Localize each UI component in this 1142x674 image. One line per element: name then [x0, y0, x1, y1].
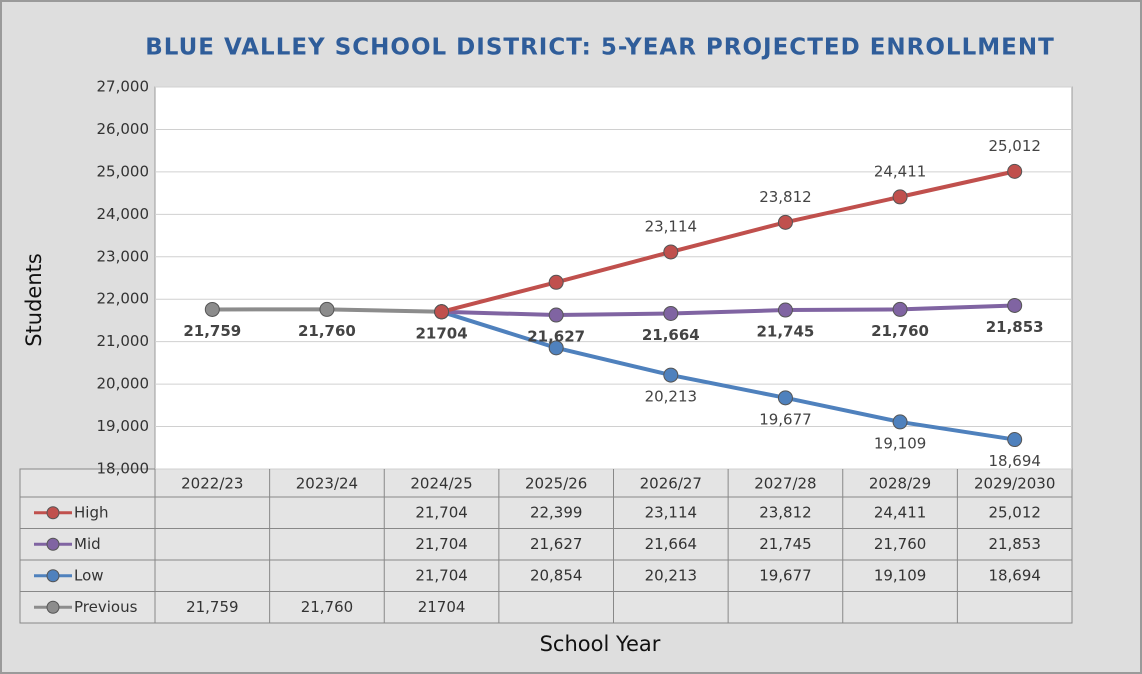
table-cell: 21704: [418, 598, 466, 616]
series-line: [441, 303, 1015, 318]
y-tick-label: 25,000: [97, 162, 150, 180]
data-point: [663, 244, 679, 260]
table-cell: 25,012: [988, 503, 1041, 521]
x-tick-label: 2022/23: [181, 475, 243, 493]
data-point: [892, 414, 908, 430]
x-tick-label: 2024/25: [410, 475, 472, 493]
data-label: 20,213: [645, 388, 698, 406]
data-point: [663, 305, 679, 321]
table-cell: 21,745: [759, 535, 812, 553]
series-line: [441, 169, 1016, 314]
table-cell: 19,109: [874, 566, 927, 584]
table-cell: 21,760: [301, 598, 354, 616]
data-label: 25,012: [988, 137, 1041, 155]
data-label: 23,812: [759, 188, 812, 206]
table-cell: 21,704: [415, 566, 468, 584]
series-line: [440, 309, 1015, 442]
data-label: 21,664: [642, 326, 700, 344]
table-cell: 21,759: [186, 598, 239, 616]
data-label: 18,694: [988, 452, 1041, 470]
y-tick-label: 19,000: [97, 417, 150, 435]
chart-title: BLUE VALLEY SCHOOL DISTRICT: 5-YEAR PROJ…: [145, 35, 1055, 61]
data-label: 19,109: [874, 434, 927, 452]
data-point: [777, 390, 793, 406]
data-point: [777, 214, 793, 230]
data-label: 19,677: [759, 410, 812, 428]
legend-label: Mid: [74, 535, 101, 553]
y-tick-label: 20,000: [97, 375, 150, 393]
data-label: 21,627: [527, 328, 585, 346]
table-cell: 20,854: [530, 566, 583, 584]
data-point: [434, 304, 450, 320]
table-cell: 18,694: [988, 566, 1041, 584]
table-cell: 23,114: [645, 503, 698, 521]
data-point: [892, 189, 908, 205]
data-label: 21,853: [986, 318, 1044, 336]
legend-label: Previous: [74, 598, 138, 616]
legend-marker: [46, 506, 60, 520]
legend-label: Low: [74, 566, 104, 584]
data-table: [19, 468, 1073, 624]
x-axis-title: School Year: [540, 632, 661, 656]
data-point: [777, 302, 793, 318]
x-tick-label: 2025/26: [525, 475, 587, 493]
legend-marker: [46, 537, 60, 551]
legend-marker: [46, 600, 60, 614]
table-cell: 22,399: [530, 503, 583, 521]
y-tick-label: 24,000: [97, 205, 150, 223]
x-tick-label: 2023/24: [296, 475, 358, 493]
plot-area: [154, 86, 1073, 470]
x-tick-label: 2027/28: [754, 475, 816, 493]
y-tick-label: 27,000: [97, 78, 150, 96]
table-cell: 23,812: [759, 503, 812, 521]
table-cell: 21,760: [874, 535, 927, 553]
legend-label: High: [74, 503, 108, 521]
data-point: [548, 340, 564, 356]
table-cell: 20,213: [645, 566, 698, 584]
data-label: 21704: [415, 324, 467, 342]
x-tick-label: 2028/29: [869, 475, 931, 493]
y-tick-label: 18,000: [97, 460, 150, 478]
data-point: [1007, 163, 1023, 179]
data-label: 21,760: [298, 322, 356, 340]
table-cell: 21,704: [415, 503, 468, 521]
table-cell: 21,853: [988, 535, 1041, 553]
data-point: [892, 301, 908, 317]
table-cell: 19,677: [759, 566, 812, 584]
data-point: [663, 367, 679, 383]
data-point: [548, 307, 564, 323]
data-point: [204, 301, 220, 317]
x-tick-label: 2029/2030: [974, 475, 1055, 493]
table-cell: 21,704: [415, 535, 468, 553]
data-point: [548, 274, 564, 290]
data-point: [1007, 432, 1023, 448]
data-label: 21,745: [756, 323, 814, 341]
y-axis-title: Students: [22, 253, 46, 347]
data-point: [1007, 297, 1023, 313]
legend-marker: [46, 569, 60, 583]
y-tick-label: 22,000: [97, 290, 150, 308]
data-label: 21,760: [871, 322, 929, 340]
table-cell: 21,627: [530, 535, 583, 553]
table-cell: 24,411: [874, 503, 927, 521]
y-tick-label: 21,000: [97, 332, 150, 350]
data-label: 23,114: [645, 217, 698, 235]
y-tick-label: 23,000: [97, 247, 150, 265]
y-tick-label: 26,000: [97, 120, 150, 138]
data-label: 24,411: [874, 162, 927, 180]
table-cell: 21,664: [645, 535, 698, 553]
x-tick-label: 2026/27: [640, 475, 702, 493]
data-point: [319, 301, 335, 317]
data-label: 21,759: [183, 322, 241, 340]
